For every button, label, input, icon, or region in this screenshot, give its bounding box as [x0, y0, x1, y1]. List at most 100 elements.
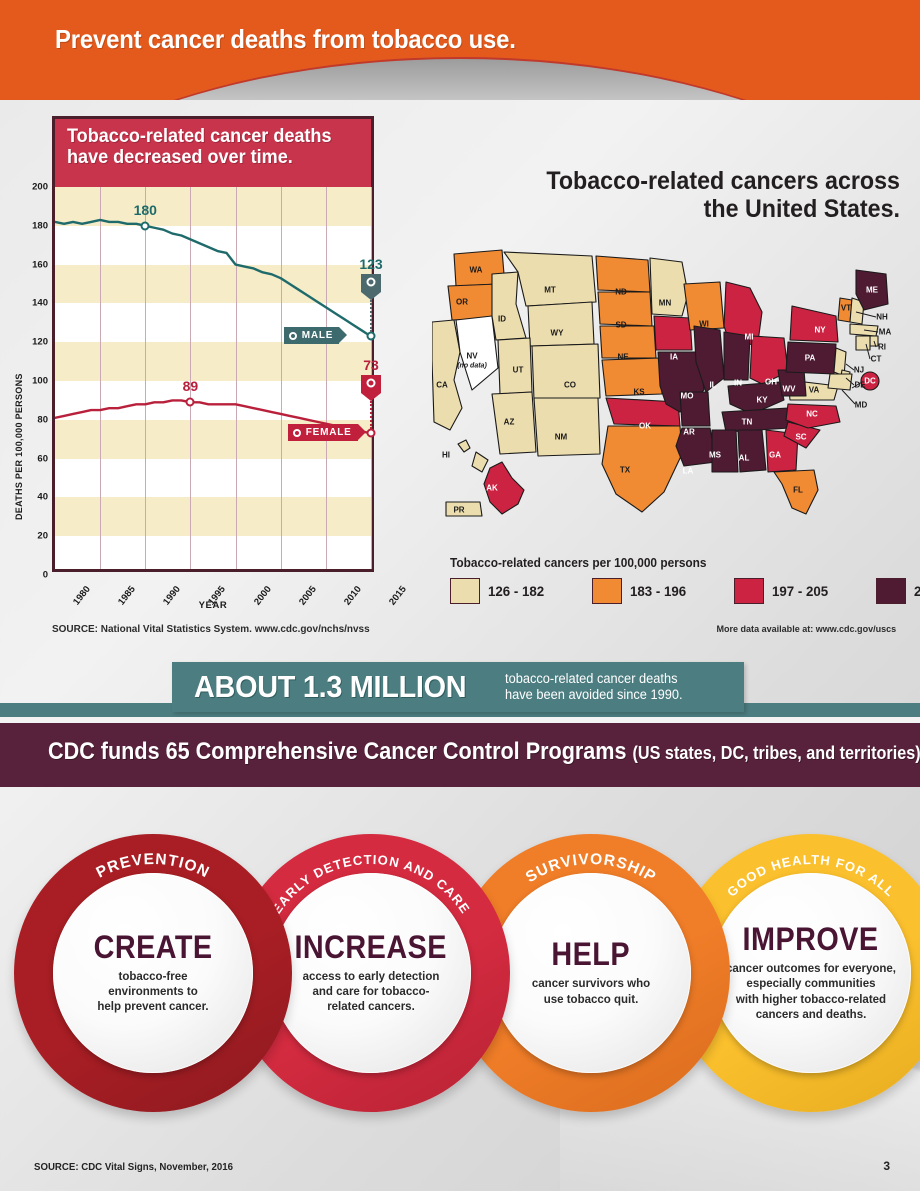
chart-grid-line [190, 187, 192, 569]
strategy-circles: PREVENTION CREATE tobacco-free environments… [0, 820, 920, 1120]
tag-bullet-icon [292, 428, 301, 437]
strategy-verb-3: IMPROVE [743, 920, 879, 957]
map-leader-line [841, 389, 856, 405]
strategy-desc-line-3: cancers and deaths. [755, 1008, 867, 1021]
strategy-circle-inner-3: IMPROVE cancer outcomes for everyone, espe… [711, 873, 911, 1073]
map-state-sd[interactable] [597, 291, 653, 327]
map-state-ne[interactable] [599, 325, 657, 359]
chart-plot-area: 180 89 123 73 MALE FEMALE [55, 187, 383, 569]
map-state-ca[interactable] [431, 319, 463, 431]
chart-title-line2: have decreased over time. [67, 147, 293, 169]
chart-point-female-2015 [366, 428, 376, 438]
chart-grid-line [235, 187, 237, 569]
map-state-hi[interactable] [457, 439, 471, 453]
map-state-wy[interactable] [527, 301, 595, 347]
map-leader-line [873, 340, 877, 348]
map-state-tx[interactable] [601, 425, 683, 513]
strategy-circle-inner-2: HELP cancer survivors who use tobacco quit… [491, 873, 691, 1073]
chart-series-svg [55, 218, 371, 435]
map-state-ut[interactable] [497, 337, 533, 395]
chart-y-tick: 140 [32, 297, 48, 309]
page-header: Prevent cancer deaths from tobacco use. [0, 0, 920, 100]
map-state-nm[interactable] [533, 397, 601, 457]
map-state-ct[interactable] [855, 335, 871, 351]
chart-pin-female-2015-connector [370, 401, 372, 430]
strategy-verb-2: HELP [551, 936, 631, 973]
chart-title-line1: Tobacco-related cancer deaths [67, 126, 332, 147]
chart-y-axis-label: DEATHS PER 100,000 PERSONS [14, 373, 24, 520]
chart-point-male-1990 [140, 221, 150, 231]
map-title-line2: the United States. [703, 194, 900, 223]
map-source-note: More data available at: www.cdc.gov/uscs [716, 624, 896, 635]
chart-grid-band [55, 187, 371, 226]
map-state-mn[interactable] [649, 257, 689, 317]
map-leader-line [851, 381, 863, 389]
map-state-pr[interactable] [445, 501, 483, 517]
chart-legend-female: FEMALE [287, 424, 366, 442]
map-state-wi[interactable] [683, 281, 725, 331]
legend-swatch-1 [592, 578, 622, 604]
map-leader-line [845, 377, 855, 386]
map-leader-line [863, 329, 879, 333]
tag-arrow-icon [339, 327, 348, 344]
chart-value-male-2015: 123 [359, 256, 383, 273]
legend-label-1: 183 - 196 [630, 583, 687, 599]
map-state-hi[interactable] [471, 451, 489, 473]
map-legend-item-3: 206 - 248 [876, 578, 920, 604]
map-state-la[interactable] [675, 427, 717, 467]
chart-y-tick: 120 [32, 336, 48, 348]
strategy-circle-0[interactable]: PREVENTION CREATE tobacco-free environments… [14, 834, 292, 1112]
strategy-circle-inner-1: INCREASE access to early detection and car… [271, 873, 471, 1073]
map-state-az[interactable] [491, 391, 537, 455]
map-state-ky[interactable] [727, 381, 785, 415]
map-state-dc[interactable] [860, 371, 880, 391]
legend-swatch-0 [450, 578, 480, 604]
chart-grid-line [280, 187, 282, 569]
map-state-ia[interactable] [653, 315, 693, 351]
chart-grid-band [55, 264, 371, 304]
map-state-me[interactable] [855, 269, 889, 311]
programs-banner [0, 723, 920, 787]
map-state-nc[interactable] [785, 403, 841, 429]
map-state-il[interactable] [693, 325, 725, 393]
map-state-ms[interactable] [711, 429, 739, 473]
chart-y-tick: 200 [32, 181, 48, 193]
map-state-wv[interactable] [777, 369, 807, 397]
map-state-pa[interactable] [785, 341, 837, 375]
map-state-tn[interactable] [721, 407, 791, 433]
chart-source-note: SOURCE: National Vital Statistics System… [52, 623, 370, 635]
map-state-co[interactable] [531, 343, 601, 401]
chart-point-male-2015 [366, 331, 376, 341]
chart-line-male [55, 218, 371, 338]
chart-line-female [55, 399, 371, 435]
strategy-circle-1[interactable]: EARLY DETECTION AND CARE INCREASE access t… [232, 834, 510, 1112]
map-state-ks[interactable] [601, 357, 663, 397]
map-leader-line [865, 343, 871, 360]
map-state-in[interactable] [723, 331, 751, 381]
chart-pin-male-2015-connector [370, 300, 372, 333]
map-state-al[interactable] [737, 429, 767, 473]
map-state-ny[interactable] [789, 305, 839, 343]
legend-label-3: 206 - 248 [914, 583, 920, 599]
strategy-desc-line-0: cancer survivors who [531, 978, 651, 991]
map-legend-title: Tobacco-related cancers per 100,000 pers… [450, 556, 707, 570]
programs-banner-sub: (US states, DC, tribes, and territories) [632, 743, 920, 763]
map-state-md[interactable] [827, 373, 853, 391]
chart-y-tick: 100 [32, 375, 48, 387]
chart-grid-line [325, 187, 327, 569]
avoided-deaths-subtext: tobacco-related cancer deaths have been … [505, 671, 683, 703]
avoided-deaths-banner: ABOUT 1.3 MILLION tobacco-related cancer… [172, 662, 744, 712]
map-state-nd[interactable] [595, 255, 651, 293]
map-state-nv[interactable] [455, 315, 499, 391]
chart-grid-band [55, 342, 371, 381]
strategy-description-0: tobacco-free environments to help prevent … [97, 970, 208, 1016]
map-leader-line [845, 363, 855, 371]
map-state-fl[interactable] [773, 469, 819, 515]
map-leader-line [855, 311, 877, 318]
map-state-ar[interactable] [679, 391, 711, 427]
map-state-ak[interactable] [483, 461, 525, 515]
strategy-desc-line-2: related cancers. [327, 1001, 415, 1014]
strategy-desc-line-0: access to early detection [302, 970, 440, 983]
chart-grid-line [145, 187, 147, 569]
strategy-desc-line-1: use tobacco quit. [543, 993, 639, 1006]
